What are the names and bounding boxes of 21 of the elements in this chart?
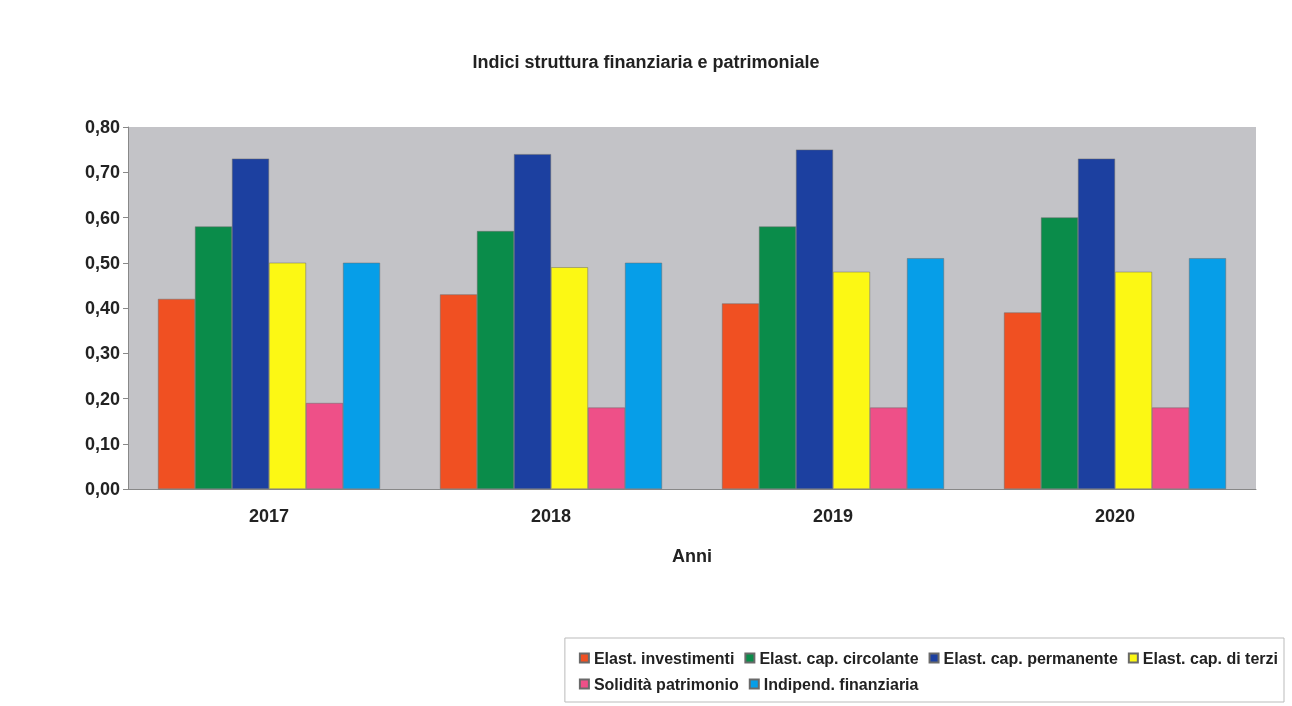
- y-tick-label: 0,50: [84, 252, 120, 273]
- y-tick-label: 0,10: [84, 433, 120, 454]
- y-tick-label: 0,20: [84, 388, 120, 409]
- x-tick-label: 2018: [530, 506, 572, 526]
- x-tick-label: 2019: [812, 506, 854, 526]
- chart-title: Indici struttura finanziaria e patrimoniale: [472, 52, 820, 72]
- y-tick-label: 0,00: [84, 479, 120, 499]
- legend-label: Indipend. finanziaria: [763, 675, 919, 693]
- legend-label: Elast. cap. di terzi: [1142, 649, 1278, 667]
- legend-label: Elast. cap. permanente: [943, 649, 1118, 667]
- legend-label: Solidità patrimonio: [593, 675, 739, 693]
- legend-label: Elast. cap. circolante: [759, 649, 919, 667]
- y-tick-label: 0,60: [84, 207, 120, 228]
- x-tick-label: 2017: [248, 506, 290, 526]
- y-tick-label: 0,80: [84, 117, 120, 137]
- y-tick-label: 0,30: [84, 343, 120, 364]
- legend-label: Elast. investimenti: [593, 649, 735, 667]
- y-tick-label: 0,40: [84, 298, 120, 318]
- x-axis-title: Anni: [672, 546, 712, 566]
- x-tick-label: 2020: [1094, 506, 1136, 526]
- y-tick-label: 0,70: [84, 162, 120, 183]
